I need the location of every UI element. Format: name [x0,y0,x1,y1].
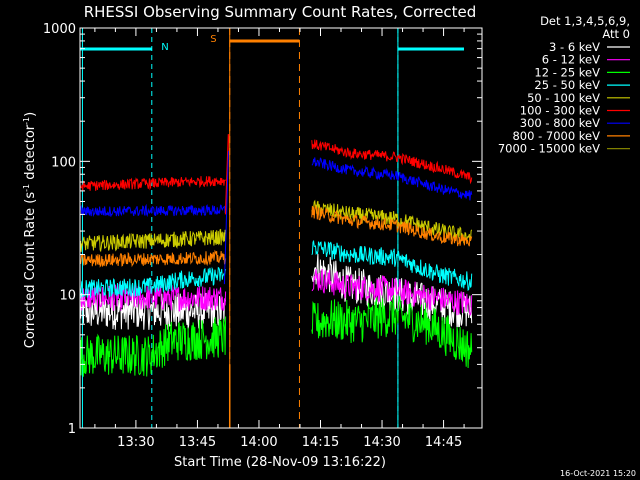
flare-spike [223,150,229,285]
series-line [79,266,227,299]
series-line [311,157,473,201]
x-tick-label: 13:30 [117,435,154,450]
y-axis-label-sup: -1 [22,184,31,192]
x-tick-label: 14:45 [425,435,462,450]
legend-label: 3 - 6 keV [549,40,600,54]
plot-data-layer: NS [79,28,473,428]
y-axis-label-sup: -1 [22,117,31,125]
series-line [79,292,227,330]
x-axis-label: Start Time (28-Nov-09 13:16:22) [174,455,386,470]
series-line [311,268,473,316]
series-line [79,283,227,312]
flare-spike [224,134,230,215]
legend-label: 25 - 50 keV [534,78,600,92]
series-line [311,204,473,247]
x-tick-label: 14:00 [240,435,277,450]
x-tick-label: 13:45 [179,435,216,450]
legend-label: 300 - 800 keV [520,116,600,130]
axis-ticks: 13:30 13:45 14:00 14:15 14:30 14:45 1 10 100 1000 [43,22,482,450]
y-tick-label: 1 [68,422,76,437]
chart-title: RHESSI Observing Summary Count Rates, Co… [84,3,477,21]
series-line [79,176,226,192]
annotation-label-N: N [161,42,168,53]
y-axis-label-part: Corrected Count Rate (s [23,192,38,349]
annotation-label-S: S [210,34,216,45]
legend-label: 7000 - 15000 keV [498,142,600,156]
y-tick-label: 100 [51,155,76,170]
x-tick-label: 14:15 [302,435,339,450]
legend-label: 12 - 25 keV [534,65,600,79]
plot-frame [79,27,483,429]
series-line [311,139,473,185]
series-line [79,203,227,218]
legend-label: 6 - 12 keV [542,53,600,67]
legend-label: 800 - 7000 keV [512,129,600,143]
generation-timestamp: 16-Oct-2021 15:20 [560,469,636,478]
series-line [311,239,473,292]
y-tick-label: 10 [59,289,76,304]
y-axis-label: Corrected Count Rate (s-1 detector-1) [22,112,38,348]
y-axis-label-part: ) [23,112,38,117]
legend-header-line-2: Att 0 [602,27,630,41]
y-axis-label-part: detector [23,124,38,184]
x-tick-label: 14:30 [363,435,400,450]
legend-header-line-1: Det 1,3,4,5,6,9, [540,14,630,28]
series-line [79,228,227,253]
legend-label: 50 - 100 keV [527,91,600,105]
series-line [79,316,227,377]
legend-label: 100 - 300 keV [520,104,600,118]
series-line [311,294,473,369]
series-line [79,249,227,268]
y-tick-label: 1000 [43,22,76,37]
